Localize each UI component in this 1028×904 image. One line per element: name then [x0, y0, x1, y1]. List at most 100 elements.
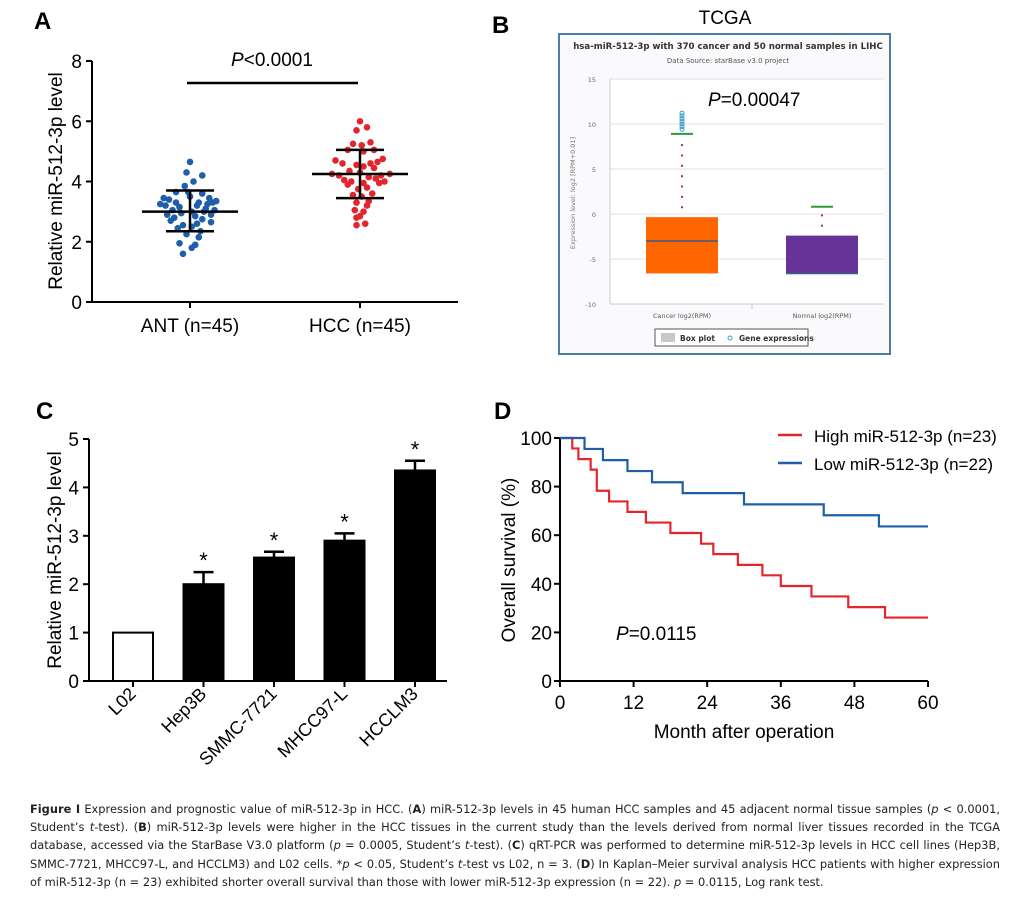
chart-d-ytick-label: 20 [531, 623, 552, 644]
chart-a-ytick-label: 8 [71, 52, 82, 73]
chart-c-bar [323, 539, 366, 682]
chart-a-ytick-label: 4 [71, 173, 82, 194]
chart-a-point [176, 239, 183, 247]
panel-label-c: C [36, 398, 54, 425]
chart-d-legend-label: High miR-512-3p (n=23) [814, 427, 997, 446]
chart-a-point [198, 190, 206, 197]
chart-b-box [646, 217, 718, 274]
chart-a-point [186, 158, 194, 166]
chart-a-point [353, 161, 360, 169]
chart-a-point [191, 212, 199, 220]
chart-a-point [179, 250, 187, 258]
chart-c-ytick-label: 5 [68, 430, 79, 451]
chart-a-point [205, 194, 213, 202]
chart-d-ylabel: Overall survival (%) [499, 478, 520, 643]
chart-a-point [375, 179, 383, 187]
chart-d-xtick-label: 0 [555, 693, 566, 714]
chart-b-ytick-label: 5 [592, 166, 596, 174]
chart-a-point [195, 233, 203, 241]
chart-a-point [207, 218, 215, 226]
chart-b-xtick-label: Normal log2(RPM) [793, 312, 852, 320]
chart-c-ytick-label: 3 [68, 527, 79, 548]
chart-b-legend: Box plot Gene expressions [654, 328, 814, 347]
chart-a-point [183, 169, 190, 176]
chart-b-whisker-dot [681, 175, 683, 178]
chart-d-pvalue: P=0.0115 [616, 624, 697, 645]
chart-a-point [207, 211, 215, 218]
panel-label-d: D [494, 398, 512, 425]
caption-fragment: = 0.0005, Student’s [340, 838, 465, 853]
caption-fragment: t [464, 838, 470, 853]
chart-a-ylabel: Relative miR-512-3p level [46, 72, 67, 290]
chart-b-ytick-label: -10 [585, 301, 596, 309]
chart-d-xtick-label: 60 [917, 693, 938, 714]
chart-b-whisker-dot [821, 214, 823, 217]
chart-a-point [174, 224, 182, 232]
chart-c-xtick-label: Hep3B [157, 684, 210, 737]
caption-fragment: -test vs L02, n = 3. ( [462, 856, 581, 871]
chart-b-pvalue-prefix: P [708, 90, 721, 111]
chart-b-xtick-label: Cancer log2(RPM) [653, 312, 711, 320]
caption-fragment: t [89, 820, 95, 835]
chart-c-significance-star: * [411, 437, 420, 462]
chart-a-point [193, 202, 201, 209]
chart-b-ytick-label: 0 [592, 211, 596, 219]
chart-c-ytick-label: 2 [68, 575, 79, 596]
caption-fragment: Expression and prognostic value of miR-5… [80, 802, 413, 816]
chart-a-pvalue-prefix: P [231, 50, 244, 71]
chart-c-ytick-label: 0 [68, 672, 79, 693]
chart-a-point [358, 142, 366, 149]
chart-d-xtick-label: 12 [623, 693, 644, 714]
caption-fragment: p [342, 856, 350, 871]
chart-d-ytick-label: 40 [531, 575, 552, 596]
chart-a-point [165, 196, 173, 203]
chart-a-point [353, 126, 360, 134]
chart-d-km: 0 20 40 60 80 100 0 12 24 36 48 60 High miR-512-3p (… [499, 427, 997, 743]
chart-a-point [198, 215, 206, 223]
chart-a-point [367, 160, 374, 167]
chart-d-legend-label: Low miR-512-3p (n=22) [814, 455, 993, 474]
chart-b-heading: TCGA [698, 8, 752, 29]
chart-b-pvalue-text: =0.00047 [721, 90, 801, 111]
chart-a-point [163, 211, 171, 218]
chart-b-ylabel: Expression level: log2 [RPM+0.01] [569, 137, 577, 249]
chart-a-point [360, 179, 367, 187]
chart-a-pvalue-text: <0.0001 [244, 50, 313, 71]
chart-c-ytick-label: 1 [68, 624, 79, 645]
caption-fragment: ) miR-512-3p levels in 45 human HCC samp… [421, 802, 932, 816]
chart-d-ytick-label: 80 [531, 478, 552, 499]
chart-c-significance-star: * [340, 509, 349, 534]
chart-d-ytick-label: 60 [531, 526, 552, 547]
chart-a-point [339, 160, 346, 167]
chart-a-point [367, 139, 374, 146]
legend-gene-expressions-label: Gene expressions [739, 334, 814, 343]
panel-label-b: B [492, 12, 510, 39]
chart-a-point [372, 175, 380, 182]
caption-fragment: Figure I [30, 802, 81, 816]
chart-a-point [160, 194, 168, 202]
chart-b-subtitle: Data Source: starBase v3.0 project [667, 57, 789, 65]
chart-b-pvalue: P=0.00047 [708, 90, 800, 111]
chart-d-xtick-label: 24 [697, 693, 719, 714]
chart-a-point [381, 178, 388, 185]
caption-fragment: -test). ( [94, 820, 139, 835]
chart-d-ytick-label: 100 [520, 429, 552, 450]
chart-d-pvalue-text: =0.0115 [629, 624, 697, 645]
chart-c-ytick-label: 4 [68, 478, 79, 499]
chart-a-point [370, 164, 378, 172]
chart-b-outlier [679, 116, 685, 122]
chart-b-title: hsa-miR-512-3p with 370 cancer and 50 no… [573, 42, 883, 52]
chart-b-box [786, 235, 858, 274]
figure-caption: Figure I Expression and prognostic value… [30, 800, 1000, 891]
chart-c-bar [253, 556, 295, 682]
chart-a-point [349, 191, 357, 199]
chart-c-significance-star: * [199, 548, 208, 573]
caption-fragment: ) miR-512-3p levels were higher in the H… [30, 820, 1001, 853]
caption-fragment: p [931, 802, 939, 816]
chart-a-point [344, 181, 352, 188]
chart-a-point [360, 163, 367, 170]
chart-b-outlier [679, 124, 685, 130]
chart-a-point [363, 123, 371, 131]
chart-a-point [188, 244, 196, 252]
caption-fragment: < 0.0001, Student’s [30, 802, 1000, 835]
